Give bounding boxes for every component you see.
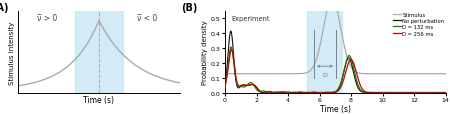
Y-axis label: Probability density: Probability density (202, 20, 208, 85)
Bar (307, 11, 342, 93)
Text: (A): (A) (0, 3, 9, 13)
Bar (75, 11, 123, 93)
Text: Experiment: Experiment (232, 16, 270, 21)
Text: D: D (323, 73, 328, 78)
Y-axis label: Stimulus intensity: Stimulus intensity (9, 21, 15, 84)
X-axis label: Time (s): Time (s) (84, 95, 114, 104)
Legend: Stimulus, No perturbation, D = 132 ms, D = 256 ms: Stimulus, No perturbation, D = 132 ms, D… (393, 12, 445, 36)
Text: ν̅ > 0: ν̅ > 0 (37, 14, 57, 23)
X-axis label: Time (s): Time (s) (320, 104, 351, 113)
Text: ν̅ < 0: ν̅ < 0 (138, 14, 157, 23)
Text: (B): (B) (181, 3, 197, 13)
